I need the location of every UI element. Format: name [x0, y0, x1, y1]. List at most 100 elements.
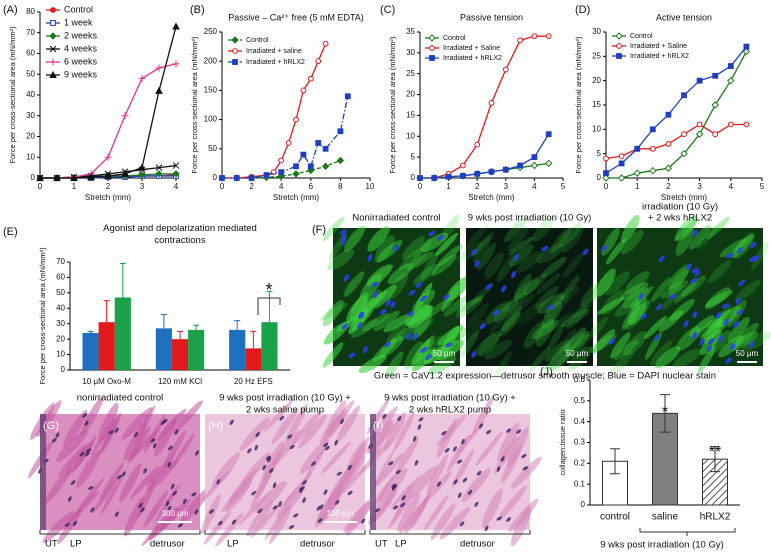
micrograph — [586, 214, 771, 375]
histology-title: 9 wks post irradiation (10 Gy) + — [219, 393, 351, 404]
fiber — [523, 272, 548, 295]
fiber — [610, 350, 634, 375]
fiber — [493, 299, 519, 323]
nucleus — [412, 435, 417, 442]
fiber — [362, 312, 390, 332]
data-point — [488, 168, 495, 175]
error-bar — [610, 448, 620, 475]
stroma — [407, 465, 438, 500]
data-point — [649, 126, 656, 133]
fiber — [561, 226, 584, 253]
nucleus — [408, 289, 416, 296]
y-tick-label: 30 — [56, 319, 65, 328]
fiber — [384, 351, 404, 379]
fiber — [366, 264, 393, 287]
fiber — [695, 318, 723, 338]
stroma — [269, 505, 292, 545]
fiber — [513, 278, 541, 300]
nucleus — [51, 437, 57, 443]
stroma — [143, 490, 169, 528]
fiber — [674, 215, 698, 242]
fiber — [435, 232, 459, 256]
y-axis-label: collagen:tissue ratio — [558, 409, 567, 475]
stroma — [224, 477, 253, 513]
nucleus — [114, 427, 119, 433]
fiber — [473, 333, 500, 356]
legend-marker — [616, 53, 622, 59]
y-tick-label: 70 — [56, 257, 65, 266]
nucleus — [272, 482, 277, 489]
legend-label: 9 weeks — [64, 69, 98, 79]
y-tick-label: 0 — [581, 500, 586, 509]
data-point — [322, 145, 329, 152]
legend-marker — [50, 20, 56, 26]
x-axis-label: Stretch (mm) — [661, 193, 708, 202]
nucleus — [363, 345, 368, 354]
legend-label: Irradiated + hRLX2 — [443, 55, 502, 62]
stroma — [411, 488, 432, 529]
nucleus — [452, 446, 458, 452]
fiber — [566, 304, 589, 330]
y-tick-label: 50 — [26, 69, 35, 78]
error-bar — [87, 330, 94, 333]
data-point — [300, 87, 307, 94]
stroma — [393, 412, 415, 452]
fiber — [565, 327, 587, 354]
legend-marker — [616, 43, 622, 49]
data-point — [172, 60, 180, 68]
nucleus — [733, 320, 740, 328]
x-axis-label: Stretch (mm) — [85, 193, 132, 202]
fiber — [472, 232, 495, 257]
fiber — [605, 238, 626, 265]
nucleus — [420, 347, 427, 353]
nucleus — [339, 229, 347, 236]
y-tick-label: 35 — [406, 27, 415, 36]
y-tick-label: 0.4 — [574, 417, 586, 426]
fiber — [592, 329, 616, 354]
nucleus — [608, 338, 615, 345]
legend-marker — [615, 32, 623, 40]
data-point — [712, 131, 719, 138]
fiber — [401, 235, 425, 260]
data-point — [219, 175, 225, 181]
fiber — [366, 264, 394, 285]
legend-label: Control — [443, 35, 466, 42]
nucleus — [177, 523, 183, 528]
chart-title: Passive tension — [460, 12, 523, 22]
scale-bar-label: 100 μm — [162, 509, 189, 518]
scale-bar-label: 50 μm — [566, 349, 589, 358]
histology-title: 2 wks saline pump — [246, 405, 324, 416]
nucleus — [347, 490, 353, 496]
data-point — [155, 64, 163, 72]
fiber — [628, 300, 651, 326]
data-point — [530, 161, 539, 170]
stroma — [240, 451, 271, 486]
layer-label: detrusor — [460, 539, 495, 550]
data-point — [70, 173, 78, 181]
y-tick-label: 25 — [592, 51, 601, 60]
data-point — [517, 162, 524, 169]
x-tick-label: 2 — [249, 182, 254, 191]
nucleus — [640, 313, 647, 320]
stroma — [163, 430, 187, 469]
nucleus — [669, 293, 677, 300]
nucleus — [726, 252, 734, 259]
y-tick-label: 0 — [411, 173, 416, 182]
error-bar — [193, 324, 200, 330]
chart-title: Passive – Ca²⁺ free (5 mM EDTA) — [228, 12, 364, 22]
fiber — [650, 340, 673, 366]
nucleus — [390, 301, 396, 309]
stroma — [439, 506, 471, 540]
x-tick-label: 3 — [504, 182, 509, 191]
data-point — [172, 170, 180, 178]
fiber — [622, 286, 649, 309]
nucleus — [456, 459, 463, 464]
y-tick-label: 50 — [208, 144, 217, 153]
legend-marker — [49, 45, 57, 53]
y-tick-label: 20 — [592, 76, 601, 85]
nucleus — [379, 309, 387, 315]
panel-label: (H) — [208, 420, 223, 432]
data-point — [138, 163, 146, 171]
data-point — [431, 175, 438, 181]
nucleus — [496, 466, 501, 472]
